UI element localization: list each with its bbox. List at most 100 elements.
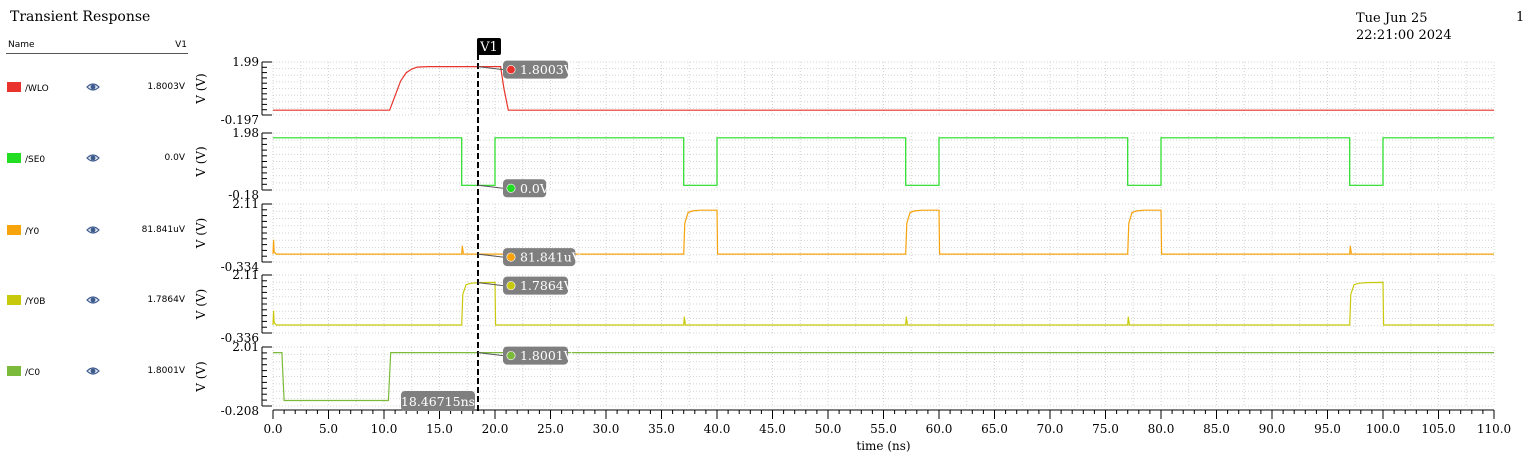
signal-color-swatch xyxy=(7,225,21,235)
signal-name: /SE0 xyxy=(25,155,46,165)
signal-trace xyxy=(273,66,1494,111)
x-tick-label: 75.0 xyxy=(1092,422,1119,436)
cursor-value-marker xyxy=(506,65,516,75)
y-axis-label: V (V) xyxy=(194,146,208,178)
x-tick-label: 100.0 xyxy=(1366,422,1400,436)
signal-color-swatch xyxy=(7,153,21,163)
visibility-eye-icon[interactable] xyxy=(86,365,100,377)
cursor-value-leader xyxy=(477,253,504,258)
signal-name: /Y0 xyxy=(25,227,40,237)
signal-trace xyxy=(273,137,1494,186)
y-min-label: -0.197 xyxy=(221,113,259,127)
legend-header: Name V1 xyxy=(6,40,188,54)
cursor-value: 1.8003V xyxy=(147,82,185,92)
legend-row[interactable]: /Y0 81.841uV xyxy=(6,225,188,239)
x-tick-label: 0.0 xyxy=(263,422,282,436)
cursor-value-leader xyxy=(477,282,504,287)
x-tick-label: 90.0 xyxy=(1259,422,1286,436)
visibility-eye-icon[interactable] xyxy=(86,81,100,93)
window-title: Transient Response xyxy=(10,9,151,25)
cursor-name: V1 xyxy=(479,40,498,55)
y-max-label: 2.11 xyxy=(232,268,259,282)
legend-name-header: Name xyxy=(8,40,35,50)
y-axis-label: V (V) xyxy=(194,218,208,250)
cursor-value: 1.8001V xyxy=(147,366,185,376)
cursor-value-label: 0.0V xyxy=(520,181,550,196)
cursor-value-label: 1.8001V xyxy=(520,348,574,363)
x-tick-label: 85.0 xyxy=(1203,422,1230,436)
x-tick-label: 55.0 xyxy=(870,422,897,436)
x-tick-label: 110.0 xyxy=(1477,422,1511,436)
cursor-value-bubble xyxy=(502,276,569,295)
signal-color-swatch xyxy=(7,82,21,92)
signal-name: /Y0B xyxy=(25,297,46,307)
y-max-label: 2.11 xyxy=(232,197,259,211)
y-min-label: -0.208 xyxy=(221,404,259,418)
cursor-value-leader xyxy=(477,352,504,357)
y-axis-label: V (V) xyxy=(194,73,208,105)
legend-cursor-column-header: V1 xyxy=(175,40,187,50)
x-tick-label: 80.0 xyxy=(1148,422,1175,436)
cursor-value-marker xyxy=(506,183,516,193)
cursor-value-label: 1.8003V xyxy=(520,62,574,77)
y-min-label: -0.334 xyxy=(221,260,260,274)
x-tick-label: 95.0 xyxy=(1314,422,1341,436)
cursor-value-leader xyxy=(477,66,504,71)
x-tick-label: 60.0 xyxy=(926,422,953,436)
x-tick-label: 5.0 xyxy=(319,422,338,436)
timestamp: Tue Jun 25 22:21:00 2024 xyxy=(1356,11,1452,43)
signal-trace xyxy=(273,352,1494,402)
signal-trace xyxy=(272,281,1494,326)
legend-row[interactable]: /Y0B 1.7864V xyxy=(6,295,188,309)
x-tick-label: 70.0 xyxy=(1037,422,1064,436)
page-number: 1 xyxy=(1516,10,1525,25)
y-axis-label: V (V) xyxy=(194,289,208,321)
cursor-time-label: 18.46715ns xyxy=(401,394,475,409)
cursor-value-label: 81.841uV xyxy=(520,250,582,265)
x-tick-label: 50.0 xyxy=(815,422,842,436)
cursor-value-marker xyxy=(506,351,516,361)
cursor-value-bubble xyxy=(502,60,569,79)
cursor-time-bubble xyxy=(400,391,475,411)
cursor-value: 81.841uV xyxy=(141,225,185,235)
x-tick-label: 40.0 xyxy=(704,422,731,436)
cursor-value: 0.0V xyxy=(164,153,185,163)
cursor-value-bubble xyxy=(502,248,576,267)
x-tick-label: 65.0 xyxy=(981,422,1008,436)
legend-row[interactable]: /SE0 0.0V xyxy=(6,153,188,167)
signal-name: /C0 xyxy=(25,368,41,378)
cursor-value-leader xyxy=(477,184,504,189)
x-tick-label: 10.0 xyxy=(371,422,398,436)
y-min-label: -0.336 xyxy=(221,331,259,345)
y-max-label: 2.01 xyxy=(232,340,259,354)
x-axis-label: time (ns) xyxy=(856,439,910,453)
cursor-value-marker xyxy=(506,281,516,291)
signal-trace xyxy=(272,209,1494,255)
cursor-value-label: 1.7864V xyxy=(520,278,574,293)
y-max-label: 1.99 xyxy=(232,55,259,69)
cursor-value-marker xyxy=(506,252,516,262)
signal-color-swatch xyxy=(7,295,21,305)
legend-row[interactable]: /WLO 1.8003V xyxy=(6,82,188,96)
visibility-eye-icon[interactable] xyxy=(86,152,100,164)
signal-color-swatch xyxy=(7,366,21,376)
x-tick-label: 20.0 xyxy=(482,422,509,436)
x-tick-label: 105.0 xyxy=(1421,422,1455,436)
x-tick-label: 45.0 xyxy=(759,422,786,436)
y-max-label: 1.98 xyxy=(232,126,259,140)
visibility-eye-icon[interactable] xyxy=(86,224,100,236)
cursor-value-bubble xyxy=(502,179,547,198)
signal-name: /WLO xyxy=(25,84,49,94)
x-tick-label: 25.0 xyxy=(537,422,564,436)
x-tick-label: 35.0 xyxy=(648,422,675,436)
visibility-eye-icon[interactable] xyxy=(86,294,100,306)
legend-row[interactable]: /C0 1.8001V xyxy=(6,366,188,380)
cursor-name-tag[interactable] xyxy=(476,38,501,55)
y-min-label: -0.18 xyxy=(228,188,259,202)
cursor-value: 1.7864V xyxy=(147,295,185,305)
x-tick-label: 30.0 xyxy=(593,422,620,436)
cursor-value-bubble xyxy=(502,346,569,365)
y-axis-label: V (V) xyxy=(194,361,208,393)
x-tick-label: 15.0 xyxy=(426,422,453,436)
